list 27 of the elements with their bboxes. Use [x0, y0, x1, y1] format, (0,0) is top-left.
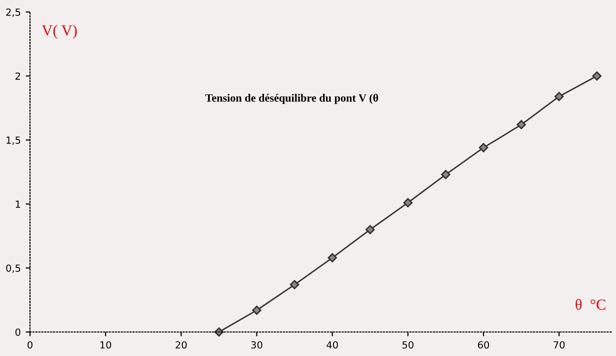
text: Tension de déséquilibre du pont V (θ: [205, 94, 378, 104]
point: [366, 224, 375, 234]
x-tick-label: 0: [28, 341, 32, 349]
y-tick-label: 2: [16, 72, 20, 80]
x-tick-label: 60: [478, 341, 490, 349]
point: [478, 143, 488, 152]
x-tick-label: 10: [100, 341, 112, 349]
point: [554, 92, 564, 102]
x-tick-label: 20: [176, 341, 187, 349]
y-tick-label: 0: [15, 328, 20, 336]
x-tick-label: 30: [251, 341, 262, 349]
point: [516, 120, 526, 130]
point: [592, 71, 602, 81]
y-tick-label: 2,5: [6, 8, 20, 17]
point: [403, 198, 413, 208]
y-axis-title: V( V): [42, 24, 77, 39]
point: [441, 170, 450, 180]
point: [252, 306, 262, 315]
point: [328, 253, 337, 262]
x-tick-label: 40: [326, 341, 338, 349]
y-tick-label: 1,5: [6, 136, 20, 145]
point: [290, 280, 300, 290]
x-tick-label: 50: [402, 341, 414, 349]
x-tick-label: 70: [554, 341, 565, 349]
y-tick-label: 1: [16, 200, 20, 208]
y-tick-label: 0,5: [6, 264, 20, 273]
x-axis-title: θ °C: [576, 298, 606, 310]
